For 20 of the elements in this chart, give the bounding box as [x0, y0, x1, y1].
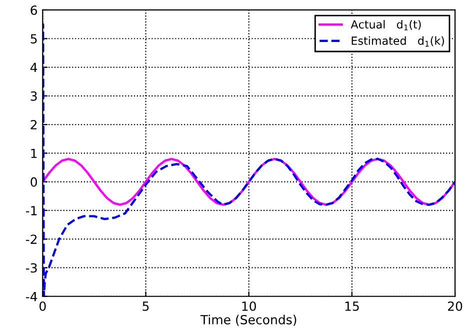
- legend-label: Actual d$_{1}$(t): [350, 20, 421, 30]
- y-tick-label: -1: [26, 206, 37, 216]
- y-tick-label: 2: [30, 120, 37, 130]
- y-tick-label: -2: [26, 234, 37, 244]
- y-tick-label: 5: [30, 34, 37, 44]
- y-tick-label: 4: [30, 62, 38, 72]
- legend-label: Estimated d$_{1}$(k): [352, 36, 444, 47]
- y-tick-label: -3: [26, 263, 37, 273]
- x-tick-label: 10: [242, 301, 256, 311]
- x-tick-label: 0: [40, 301, 46, 311]
- y-tick-label: 3: [30, 91, 37, 101]
- x-axis-title: Time (Seconds): [200, 314, 296, 326]
- x-tick-label: 20: [448, 301, 462, 311]
- x-tick-label: 15: [345, 302, 359, 311]
- y-tick-label: -4: [26, 292, 38, 302]
- y-tick-label: 1: [31, 148, 37, 158]
- y-tick-label: 0: [30, 177, 37, 187]
- y-tick-label: 6: [30, 5, 38, 15]
- x-tick-label: 5: [142, 302, 149, 311]
- line-series: [42, 158, 456, 206]
